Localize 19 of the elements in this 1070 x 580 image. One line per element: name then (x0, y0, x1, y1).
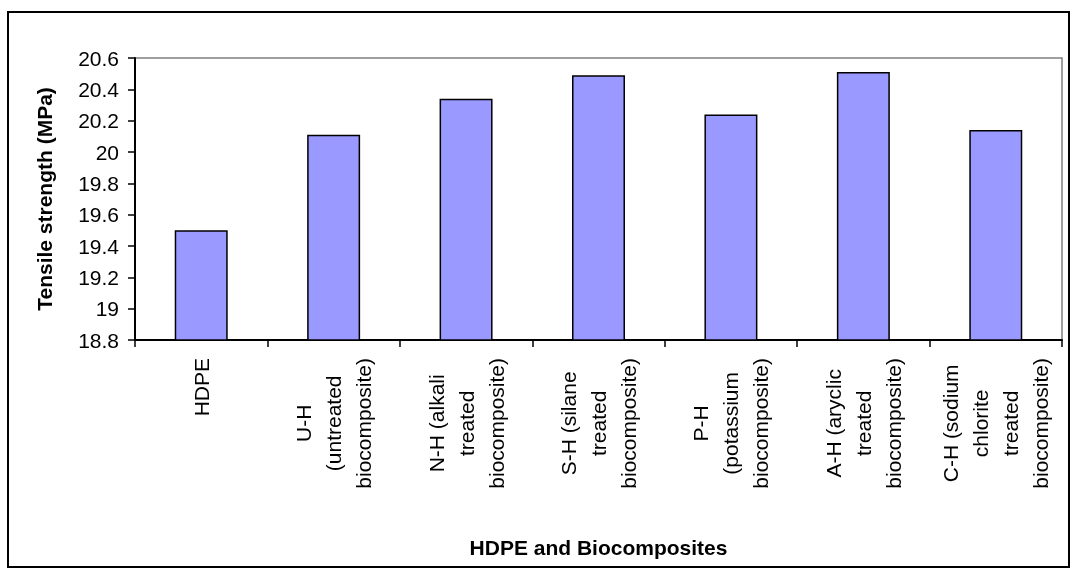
x-tick-label: C-H (sodium chlorite treated biocomposite) (939, 358, 1053, 489)
y-tick-label: 18.8 (78, 328, 119, 352)
y-tick-label: 20.4 (78, 77, 120, 101)
y-tick-label: 20 (95, 140, 119, 164)
x-tick-label: P-H (potassium biocomposite) (689, 358, 773, 489)
y-tick-label: 19.8 (78, 171, 119, 195)
y-tick-label: 20.2 (78, 109, 119, 133)
x-tick-label: U-H (untreated biocomposite) (292, 358, 376, 489)
x-axis-title: HDPE and Biocomposites (469, 536, 728, 559)
y-tick-label: 20.6 (78, 46, 119, 70)
x-tick-label: S-H (silane treated biocomposite) (557, 358, 640, 489)
y-tick-label: 19.2 (78, 265, 119, 289)
y-tick-label: 19 (95, 297, 119, 321)
y-tick-label: 19.4 (78, 234, 120, 258)
x-tick-label: N-H (alkali treated biocomposite) (424, 358, 508, 489)
y-tick-label: 19.6 (78, 203, 119, 227)
y-axis-title: Tensile strength (MPa) (33, 87, 56, 311)
x-tick-label: A-H (aryclic treated biocomposite) (821, 358, 905, 489)
x-tick-label: HDPE (189, 357, 213, 417)
